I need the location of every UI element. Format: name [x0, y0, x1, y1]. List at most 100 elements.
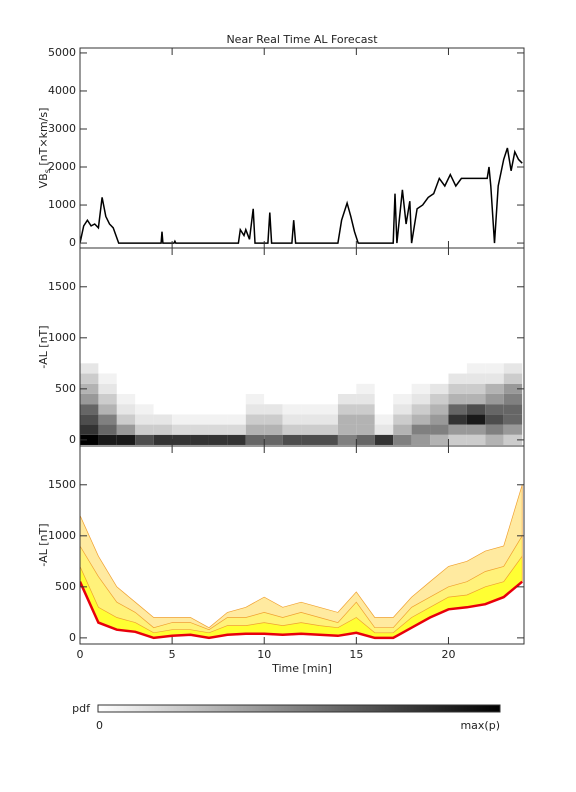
heat-cell — [172, 373, 191, 384]
heat-cell — [153, 424, 173, 435]
heat-cell — [301, 373, 320, 384]
heat-cell — [135, 424, 154, 435]
heat-cell — [98, 363, 117, 374]
colorbar-max: max(p) — [460, 719, 500, 732]
heat-cell — [172, 393, 191, 405]
heat-cell — [227, 424, 246, 435]
heat-cell — [80, 373, 99, 384]
heat-cell — [301, 434, 320, 445]
heat-cell — [190, 363, 209, 374]
y-tick-label: 4000 — [48, 84, 76, 97]
heat-cell — [411, 414, 431, 425]
heat-cell — [485, 414, 504, 425]
heat-cell — [153, 363, 173, 374]
heat-cell — [337, 424, 357, 435]
y-tick-label: 500 — [55, 580, 76, 593]
heat-cell — [264, 373, 283, 384]
heat-cell — [190, 414, 209, 425]
heat-cell — [374, 414, 394, 425]
heat-cell — [153, 434, 173, 445]
heat-cell — [374, 363, 394, 374]
heat-cell — [485, 404, 504, 415]
heat-cell — [430, 373, 449, 384]
chart-title: Near Real Time AL Forecast — [226, 33, 378, 46]
heat-cell — [116, 404, 136, 415]
heat-cell — [466, 363, 486, 374]
y-tick-label: 0 — [69, 236, 76, 249]
heat-cell — [80, 404, 99, 415]
heat-cell — [208, 373, 228, 384]
heat-cell — [337, 414, 357, 425]
heat-cell — [227, 434, 246, 445]
heat-cell — [264, 404, 283, 415]
heat-cell — [393, 363, 412, 374]
heat-cell — [393, 373, 412, 384]
heat-cell — [319, 404, 338, 415]
y-tick-label: 0 — [69, 433, 76, 446]
heat-cell — [98, 414, 117, 425]
heat-cell — [448, 383, 467, 394]
x-tick-label: 0 — [77, 648, 84, 661]
heat-cell — [172, 383, 191, 394]
y-label-sub: s — [43, 169, 52, 173]
heat-cell — [135, 414, 154, 425]
heat-cell — [485, 393, 504, 405]
heat-cell — [319, 414, 338, 425]
y-axis-label: VBs [nT×km/s] — [37, 108, 52, 189]
heat-cell — [227, 363, 246, 374]
heat-cell — [430, 404, 449, 415]
heat-cell — [393, 404, 412, 415]
heat-cell — [430, 414, 449, 425]
heat-cell — [411, 404, 431, 415]
heat-cell — [393, 434, 412, 445]
heat-cell — [301, 404, 320, 415]
heat-cell — [135, 393, 154, 405]
heat-cell — [448, 363, 467, 374]
heat-cell — [411, 373, 431, 384]
heat-cell — [448, 414, 467, 425]
heat-cell — [282, 393, 302, 405]
heat-cell — [80, 424, 99, 435]
heat-cell — [264, 434, 283, 445]
heat-cell — [135, 363, 154, 374]
heat-cell — [98, 373, 117, 384]
y-axis-label: -AL [nT] — [37, 325, 50, 368]
y-tick-label: 1000 — [48, 331, 76, 344]
y-tick-label: 1000 — [48, 198, 76, 211]
x-tick-label: 10 — [257, 648, 271, 661]
heat-cell — [282, 383, 302, 394]
heat-cell — [245, 434, 265, 445]
heat-cell — [116, 383, 136, 394]
heat-cell — [448, 393, 467, 405]
heat-cell — [485, 373, 504, 384]
heat-cell — [448, 404, 467, 415]
heat-cell — [503, 424, 523, 435]
heat-cell — [282, 414, 302, 425]
heat-cell — [98, 434, 117, 445]
heat-cell — [485, 434, 504, 445]
heat-cell — [153, 414, 173, 425]
heat-cell — [337, 393, 357, 405]
plot-area — [80, 484, 523, 640]
heat-cell — [208, 383, 228, 394]
heat-cell — [503, 434, 523, 445]
heat-cell — [190, 434, 209, 445]
heat-cell — [485, 363, 504, 374]
heat-cell — [227, 414, 246, 425]
heat-cell — [190, 393, 209, 405]
heat-cell — [153, 393, 173, 405]
median-line — [80, 580, 523, 640]
heat-cell — [190, 404, 209, 415]
heat-cell — [245, 373, 265, 384]
heat-cell — [208, 434, 228, 445]
heat-cell — [393, 424, 412, 435]
heat-cell — [503, 393, 523, 405]
panel-frame — [79, 47, 525, 249]
heat-cell — [264, 363, 283, 374]
heat-cell — [319, 363, 338, 374]
y-tick-label: 5000 — [48, 46, 76, 59]
heat-cell — [80, 393, 99, 405]
heat-cell — [245, 414, 265, 425]
heat-cell — [430, 363, 449, 374]
